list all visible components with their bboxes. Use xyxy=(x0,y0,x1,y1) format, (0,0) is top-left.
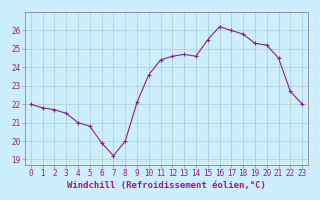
X-axis label: Windchill (Refroidissement éolien,°C): Windchill (Refroidissement éolien,°C) xyxy=(67,181,266,190)
